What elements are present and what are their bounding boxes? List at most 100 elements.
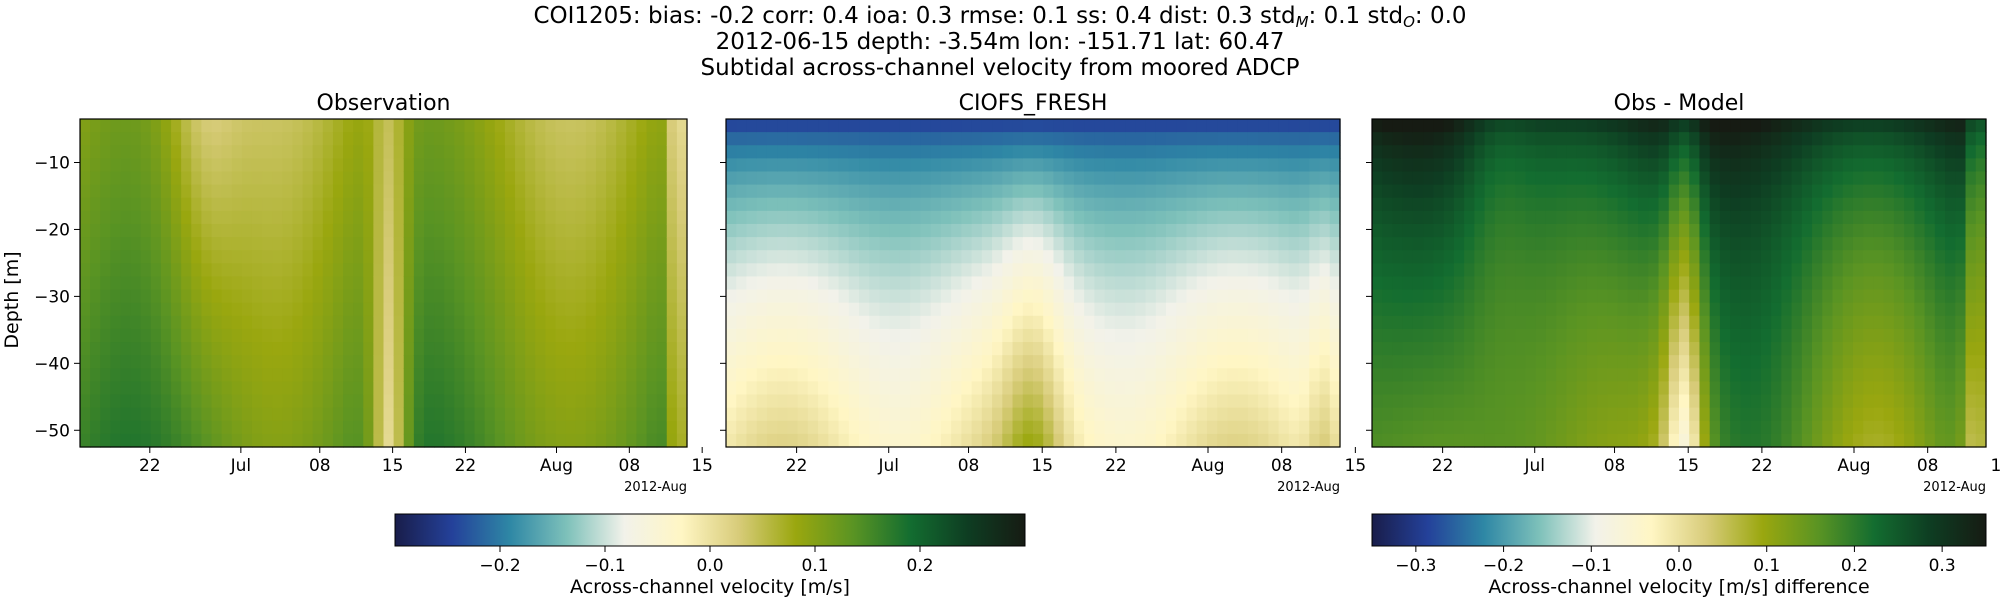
- heatmap-cell: [1924, 145, 1936, 159]
- heatmap-cell: [251, 394, 263, 409]
- heatmap-cell: [1535, 250, 1547, 264]
- heatmap-cell: [1873, 197, 1885, 212]
- heatmap-cell: [1842, 223, 1854, 238]
- heatmap-cell: [1719, 407, 1731, 422]
- heatmap-cell: [1453, 407, 1465, 422]
- heatmap-cell: [1474, 302, 1486, 317]
- heatmap-cell: [1433, 355, 1445, 369]
- heatmap-cell: [1258, 237, 1269, 251]
- heatmap-cell: [1771, 158, 1782, 173]
- heatmap-cell: [1658, 328, 1670, 343]
- heatmap-cell: [1515, 420, 1527, 435]
- heatmap-cell: [1597, 420, 1608, 435]
- heatmap-cell: [1288, 210, 1300, 225]
- heatmap-cell: [1033, 315, 1044, 330]
- heatmap-cell: [1709, 184, 1721, 199]
- heatmap-cell: [1166, 237, 1177, 251]
- heatmap-cell: [1873, 263, 1885, 278]
- heatmap-cell: [1689, 184, 1701, 199]
- heatmap-cell: [312, 145, 324, 159]
- heatmap-cell: [1135, 420, 1147, 435]
- heatmap-cell: [1372, 433, 1383, 448]
- heatmap-cell: [241, 342, 253, 356]
- heatmap-cell: [1299, 315, 1310, 330]
- heatmap-cell: [636, 171, 648, 186]
- heatmap-cell: [1730, 171, 1741, 186]
- heatmap-cell: [464, 368, 476, 382]
- heatmap-cell: [1464, 355, 1475, 369]
- heatmap-cell: [1329, 237, 1341, 251]
- heatmap-cell: [838, 342, 850, 356]
- heatmap-cell: [626, 368, 638, 382]
- heatmap-cell: [211, 355, 223, 369]
- heatmap-cell: [150, 289, 162, 304]
- heatmap-cell: [889, 119, 901, 133]
- heatmap-cell: [100, 420, 111, 435]
- heatmap-cell: [828, 355, 840, 369]
- heatmap-cell: [484, 368, 496, 382]
- heatmap-cell: [322, 394, 334, 409]
- heatmap-cell: [1453, 302, 1465, 317]
- heatmap-cell: [1658, 197, 1670, 212]
- heatmap-cell: [1329, 158, 1341, 173]
- heatmap-cell: [1145, 171, 1157, 186]
- heatmap-cell: [1094, 394, 1106, 409]
- heatmap-cell: [332, 342, 344, 356]
- heatmap-cell: [1402, 237, 1414, 251]
- heatmap-cell: [606, 433, 617, 448]
- heatmap-cell: [910, 289, 922, 304]
- heatmap-cell: [1309, 355, 1321, 369]
- heatmap-cell: [1750, 355, 1762, 369]
- heatmap-cell: [1699, 171, 1711, 186]
- heatmap-cell: [1638, 250, 1649, 264]
- heatmap-cell: [1771, 119, 1782, 133]
- heatmap-cell: [1760, 145, 1772, 159]
- heatmap-cell: [1668, 145, 1680, 159]
- heatmap-cell: [80, 197, 91, 212]
- heatmap-cell: [363, 184, 374, 199]
- heatmap-cell: [1237, 132, 1249, 146]
- heatmap-cell: [1309, 171, 1321, 186]
- heatmap-cell: [353, 368, 364, 382]
- heatmap-cell: [1433, 420, 1445, 435]
- heatmap-cell: [1904, 368, 1915, 382]
- heatmap-cell: [1934, 132, 1946, 146]
- heatmap-cell: [1750, 145, 1762, 159]
- heatmap-cell: [1299, 132, 1310, 146]
- heatmap-cell: [1597, 158, 1608, 173]
- heatmap-cell: [1104, 420, 1116, 435]
- heatmap-cell: [1689, 433, 1701, 448]
- heatmap-cell: [272, 197, 283, 212]
- heatmap-cell: [140, 119, 152, 133]
- heatmap-cell: [403, 342, 415, 356]
- heatmap-cell: [1474, 250, 1486, 264]
- heatmap-cell: [201, 420, 213, 435]
- heatmap-cell: [1114, 289, 1126, 304]
- heatmap-cell: [251, 223, 263, 238]
- heatmap-cell: [1372, 289, 1383, 304]
- heatmap-cell: [1586, 315, 1598, 330]
- heatmap-cell: [241, 407, 253, 422]
- heatmap-cell: [211, 289, 223, 304]
- heatmap-cell: [363, 328, 374, 343]
- heatmap-cell: [1443, 184, 1455, 199]
- heatmap-cell: [1545, 342, 1557, 356]
- heatmap-cell: [848, 355, 860, 369]
- heatmap-cell: [797, 315, 809, 330]
- heatmap-cell: [1638, 289, 1649, 304]
- heatmap-cell: [1382, 197, 1394, 212]
- heatmap-cell: [1402, 210, 1414, 225]
- heatmap-cell: [859, 250, 870, 264]
- heatmap-cell: [1443, 237, 1455, 251]
- heatmap-cell: [1022, 184, 1034, 199]
- heatmap-cell: [160, 420, 172, 435]
- heatmap-cell: [1278, 342, 1290, 356]
- heatmap-cell: [1689, 210, 1701, 225]
- heatmap-cell: [1258, 263, 1269, 278]
- heatmap-cell: [555, 368, 567, 382]
- heatmap-cell: [1299, 407, 1310, 422]
- heatmap-cell: [1412, 223, 1424, 238]
- heatmap-cell: [1319, 394, 1331, 409]
- heatmap-cell: [160, 145, 172, 159]
- heatmap-cell: [1433, 328, 1445, 343]
